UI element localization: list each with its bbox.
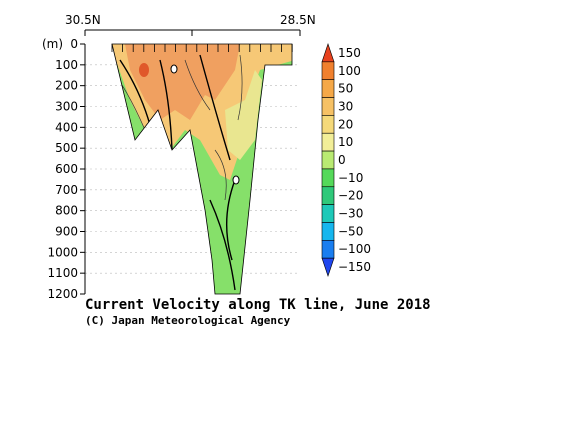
colorbar-segment bbox=[321, 61, 335, 80]
y-tick-label: 300 bbox=[55, 100, 78, 114]
y-tick-label: 100 bbox=[55, 58, 78, 72]
section-outline bbox=[111, 43, 293, 295]
y-tick-label: 1200 bbox=[47, 287, 78, 301]
y-tick-label: 800 bbox=[55, 204, 78, 218]
colorbar-segment bbox=[321, 150, 335, 170]
colorbar-segment bbox=[321, 43, 335, 63]
colorbar-label: 100 bbox=[338, 64, 361, 78]
colorbar-label: −10 bbox=[338, 171, 363, 185]
weak-band-region bbox=[225, 70, 262, 160]
colorbar-label: 30 bbox=[338, 99, 353, 113]
colorbar-label: −150 bbox=[338, 260, 371, 274]
y-axis-ticks: 0 100 200 300 400 500 600 700 800 900 1000 1100 1200 bbox=[47, 37, 85, 301]
top-axis-right-label: 28.5N bbox=[280, 13, 316, 27]
colorbar-label: 50 bbox=[338, 82, 353, 96]
colorbar-segment bbox=[321, 222, 335, 241]
colorbar-label: −30 bbox=[338, 207, 363, 221]
colorbar-segment bbox=[321, 132, 335, 152]
y-tick-label: 0 bbox=[70, 37, 78, 51]
colorbar-label: 20 bbox=[338, 117, 353, 131]
zero-contour-marker-2 bbox=[232, 175, 240, 185]
colorbar-segment bbox=[321, 240, 335, 259]
strong-north-region bbox=[125, 44, 240, 120]
y-tick-label: 500 bbox=[55, 141, 78, 155]
colorbar-segment bbox=[321, 186, 335, 205]
y-axis-unit-label: (m) bbox=[42, 37, 63, 51]
y-tick-label: 1100 bbox=[47, 266, 78, 280]
zero-contour-marker bbox=[170, 64, 178, 74]
thin-contours bbox=[114, 54, 243, 201]
station-ticks bbox=[111, 44, 293, 52]
y-tick-label: 700 bbox=[55, 183, 78, 197]
y-tick-label: 1000 bbox=[47, 245, 78, 259]
colorbar-label: 150 bbox=[338, 46, 361, 60]
colorbar-segment bbox=[321, 204, 335, 223]
velocity-section bbox=[112, 44, 292, 294]
top-axis-left-label: 30.5N bbox=[65, 13, 101, 27]
y-tick-label: 900 bbox=[55, 225, 78, 239]
y-tick-label: 200 bbox=[55, 79, 78, 93]
colorbar-segment bbox=[321, 115, 335, 134]
colorbar-segment bbox=[321, 257, 335, 277]
chart-title: Current Velocity along TK line, June 201… bbox=[85, 297, 431, 313]
colorbar-segment bbox=[321, 97, 335, 116]
credit-line: (C) Japan Meteorological Agency bbox=[85, 314, 291, 327]
colorbar-label: 10 bbox=[338, 135, 353, 149]
y-tick-label: 400 bbox=[55, 120, 78, 134]
colorbar-segment bbox=[321, 168, 335, 188]
colorbar-label: −20 bbox=[338, 189, 363, 203]
colorbar-label: −100 bbox=[338, 242, 371, 256]
contour-lines bbox=[119, 54, 236, 291]
colorbar-label: −50 bbox=[338, 224, 363, 238]
y-tick-label: 600 bbox=[55, 162, 78, 176]
colorbar-label: 0 bbox=[338, 153, 346, 167]
colorbar-segment bbox=[321, 79, 335, 98]
velocity-core bbox=[139, 63, 149, 77]
